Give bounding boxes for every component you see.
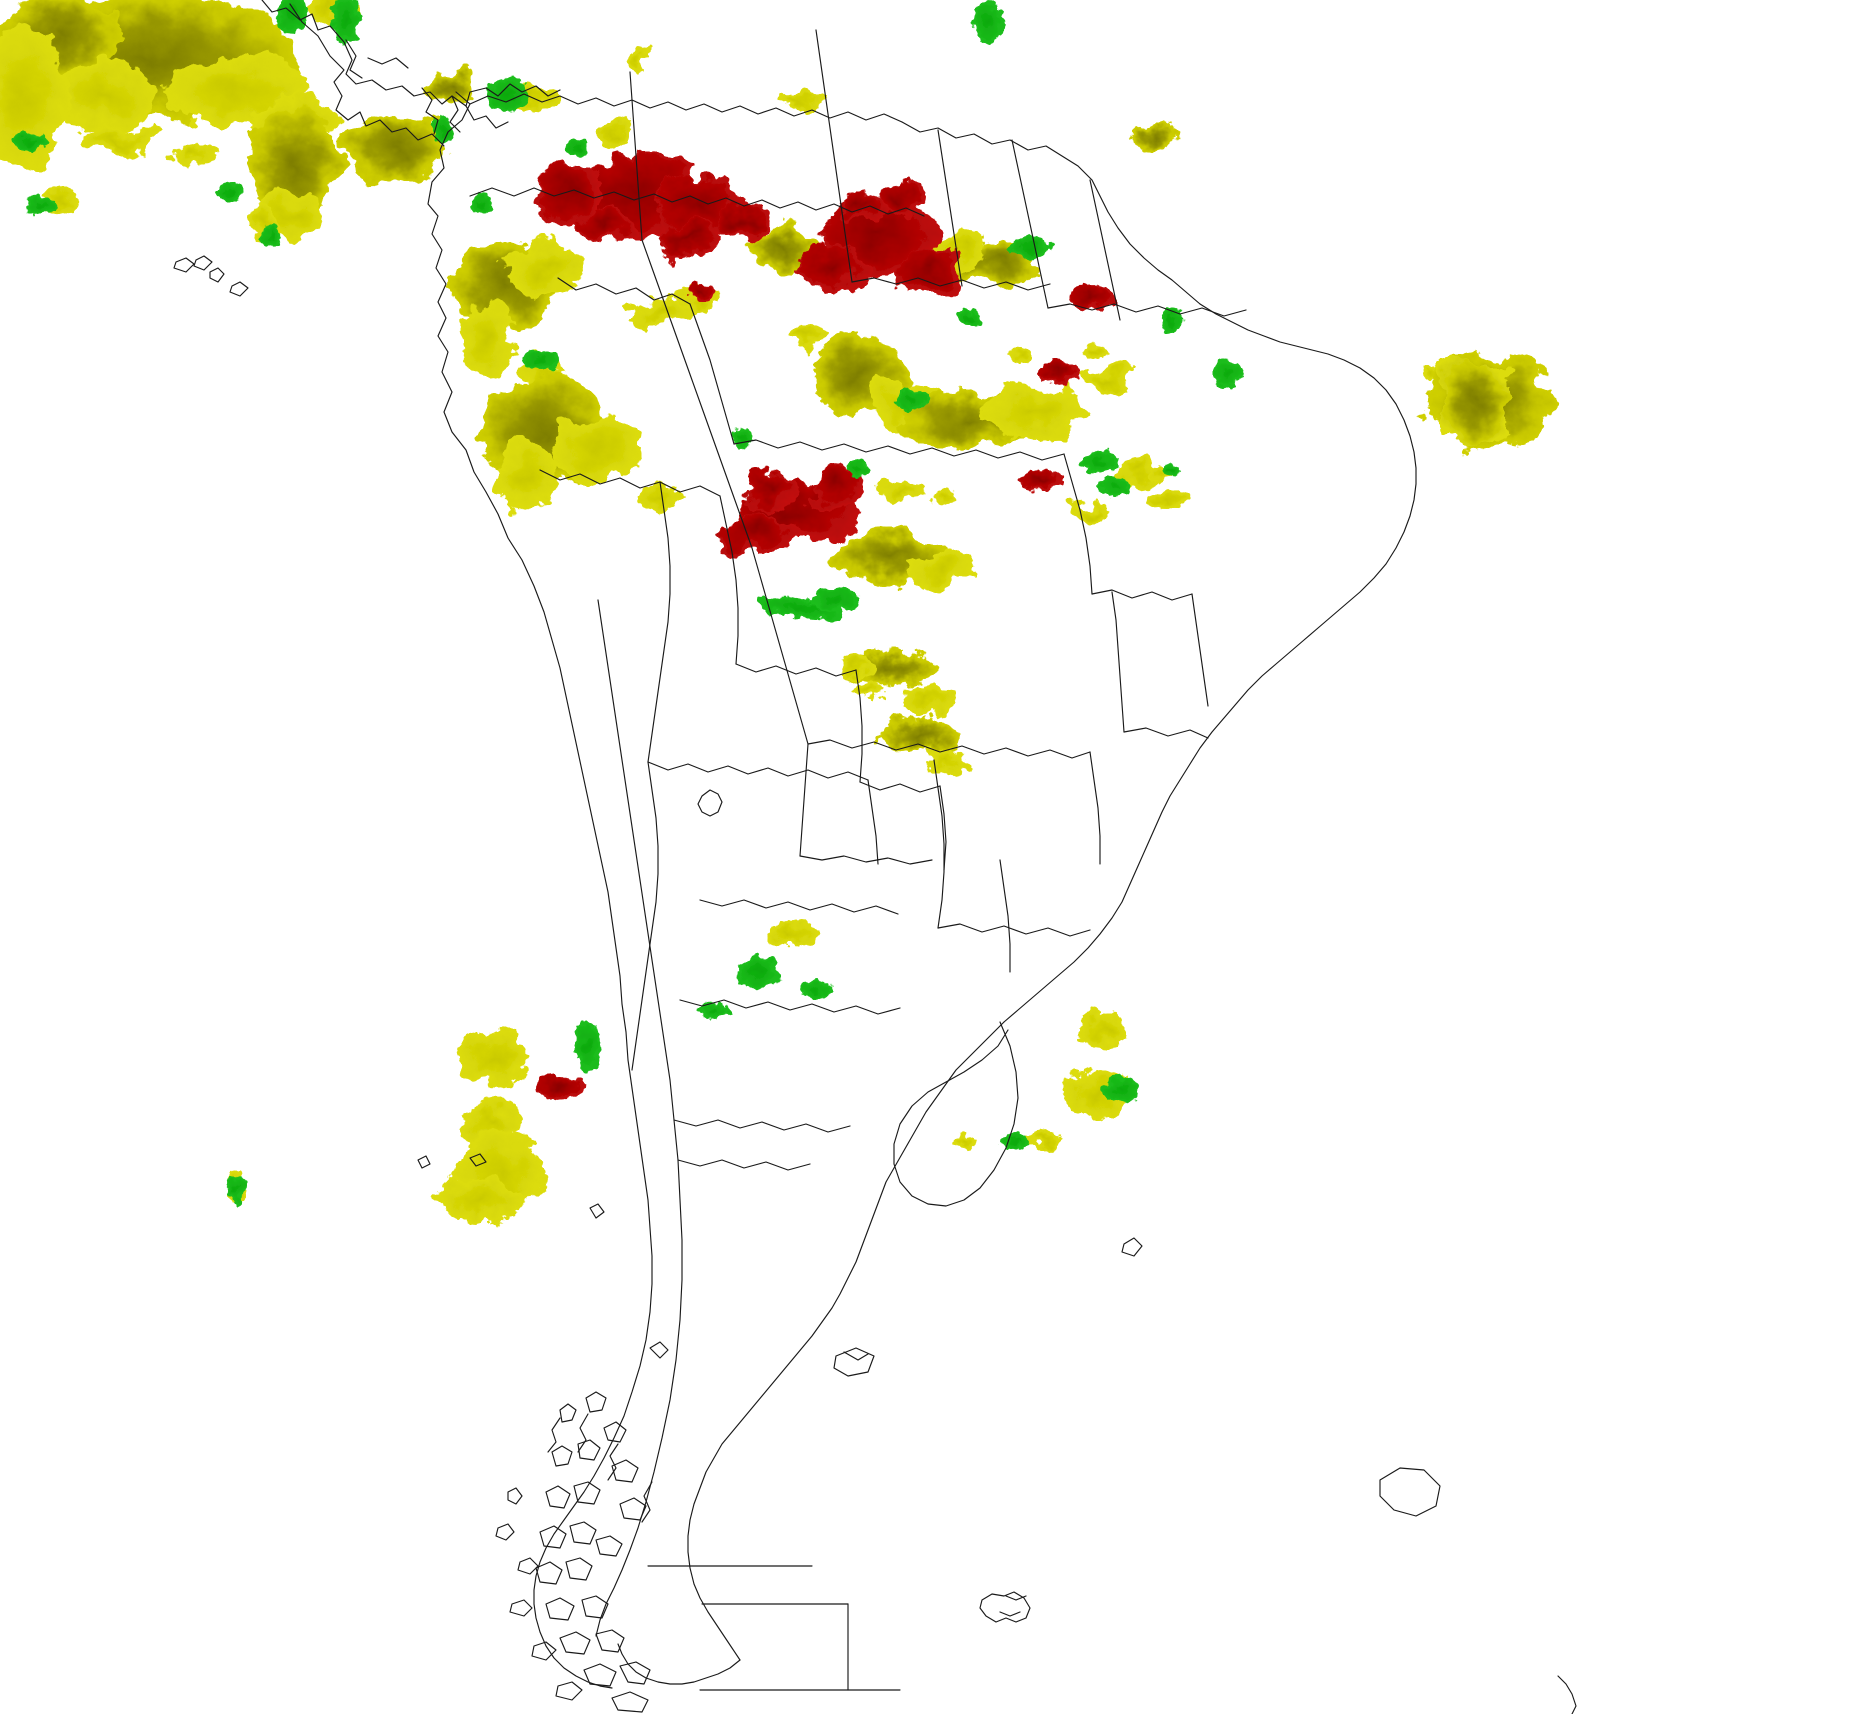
intensity-layer-high: [536, 154, 1116, 1101]
intensity-layer-moderate: [0, 0, 1552, 1222]
intensity-layer-low: [11, 0, 1241, 1203]
country-borders: [174, 0, 1576, 1714]
